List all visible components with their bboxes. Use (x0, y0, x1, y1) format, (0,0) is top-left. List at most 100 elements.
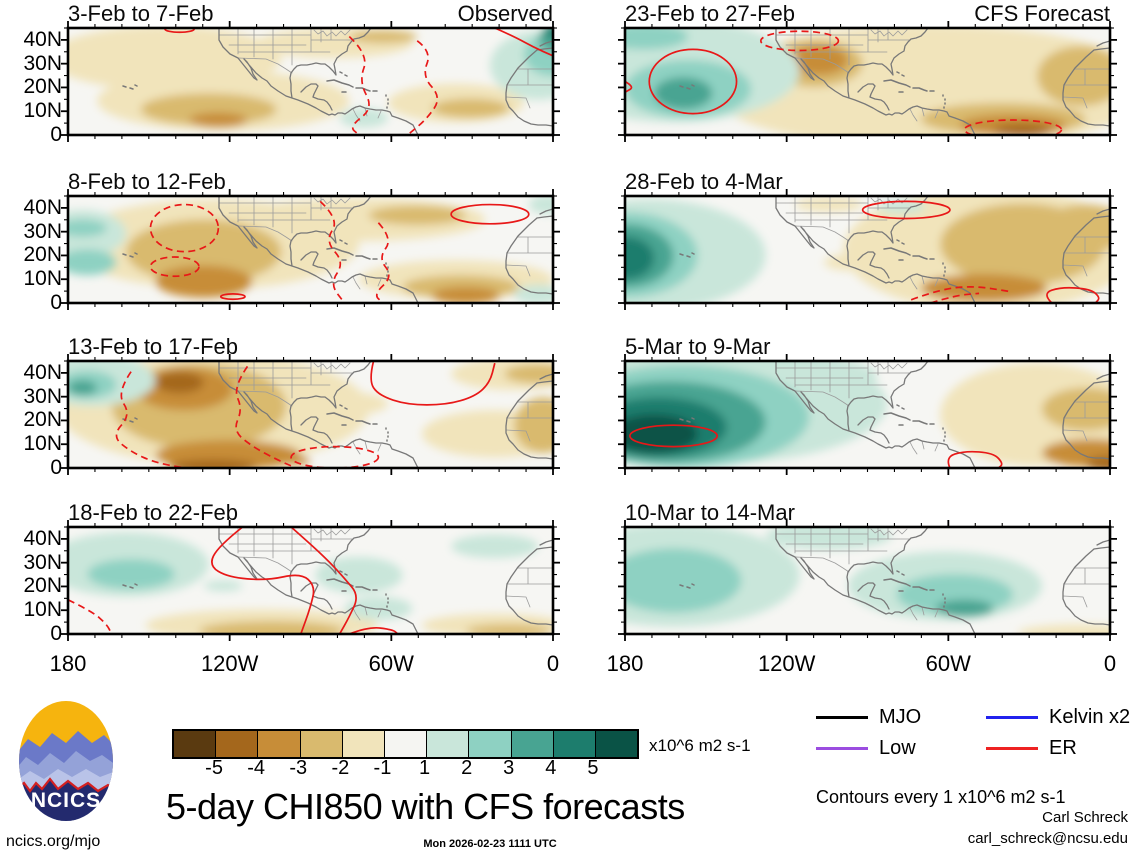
y-axis-label: 30N (23, 550, 62, 574)
wave-contours (628, 424, 1003, 468)
panel-title: 8-Feb to 12-Feb (68, 169, 226, 194)
y-axis-label: 40N (23, 27, 62, 51)
map-panel (61, 354, 560, 475)
map-panel (618, 354, 1117, 475)
panel-header: 18-Feb to 22-Feb (68, 501, 553, 525)
y-axis-label: 20N (23, 75, 62, 99)
legend-line (816, 747, 868, 750)
legend-item-kelvin-x2: Kelvin x2 (986, 706, 1130, 729)
contour-note: Contours every 1 x10^6 m2 s-1 (816, 787, 1066, 807)
anomaly-blobs (68, 28, 553, 131)
colorbar-tick-label: -2 (331, 757, 350, 779)
colorbar-cell (511, 731, 554, 757)
y-axis-label: 30N (23, 51, 62, 75)
y-axis-label: 0 (50, 291, 62, 314)
wave-contours (625, 30, 1063, 135)
y-axis-label: 0 (50, 123, 62, 146)
anomaly-blobs (68, 532, 553, 634)
anomaly-blobs (625, 361, 1110, 468)
legend-line (986, 716, 1038, 719)
colorbar-cell (427, 731, 470, 757)
y-axis-label: 20N (23, 574, 62, 598)
y-axis-label: 10N (23, 99, 62, 123)
wave-contours (861, 200, 1100, 303)
y-axis-label: 10N (23, 432, 62, 456)
panel-header: 28-Feb to 4-Mar (625, 170, 1110, 194)
panel-title: 10-Mar to 14-Mar (625, 500, 795, 525)
legend-item-er: ER (986, 737, 1077, 760)
logo-mountains (19, 731, 113, 821)
panel-title: 5-Mar to 9-Mar (625, 334, 771, 359)
map-panel (618, 189, 1117, 310)
panel-tag: CFS Forecast (974, 1, 1110, 26)
y-axis-label: 20N (23, 408, 62, 432)
map-panel (61, 189, 560, 310)
logo-text: NCICS (31, 789, 101, 812)
legend-label: Low (879, 737, 916, 759)
coastlines (679, 361, 1110, 468)
x-axis-label: 120W (200, 651, 259, 676)
colorbar-tick-label: 2 (461, 757, 473, 779)
legend-label: MJO (879, 706, 922, 728)
colorbar-cell (174, 731, 217, 757)
x-axis-label: 60W (368, 651, 414, 676)
coastlines (679, 527, 1110, 634)
panel-title: 23-Feb to 27-Feb (625, 1, 795, 26)
map-panel (618, 21, 1117, 142)
coastlines (679, 28, 1110, 135)
coastlines (122, 196, 553, 303)
colorbar-tick-label: -3 (289, 757, 308, 779)
panel-header: 5-Mar to 9-Mar (625, 335, 1110, 359)
panel-header: 23-Feb to 27-Feb CFS Forecast (625, 2, 1110, 26)
wave-contours (115, 361, 496, 468)
map-panel (618, 520, 1117, 641)
y-axis-label: 30N (23, 384, 62, 408)
colorbar-cell (469, 731, 512, 757)
colorbar-tick-label: 3 (503, 757, 515, 779)
panel-header: 10-Mar to 14-Mar (625, 501, 1110, 525)
colorbar-units: x10^6 m2 s-1 (649, 736, 751, 755)
colorbar-tick-label: 4 (545, 757, 557, 779)
colorbar-tick-label: 1 (418, 757, 431, 779)
coastlines (122, 28, 553, 135)
legend-line (816, 716, 868, 719)
x-axis-label: 60W (925, 651, 971, 676)
wave-contours (149, 200, 530, 303)
legend-label: Kelvin x2 (1049, 706, 1131, 728)
y-axis-label: 10N (23, 267, 62, 291)
y-axis-label: 30N (23, 219, 62, 243)
y-axis-label: 40N (23, 360, 62, 384)
y-axis-label: 40N (23, 195, 62, 219)
y-axis-label: 0 (50, 622, 62, 645)
panel-header: 13-Feb to 17-Feb (68, 335, 553, 359)
panel-tag: Observed (457, 1, 553, 26)
anomaly-blobs (625, 28, 1110, 135)
panel-header: 8-Feb to 12-Feb (68, 170, 553, 194)
anomaly-blobs (68, 361, 553, 468)
x-axis-label: 180 (49, 651, 87, 676)
ncics-logo: NCICS (19, 701, 113, 821)
colorbar-tick-label: -1 (373, 757, 392, 779)
colorbar-tick-label: -5 (205, 757, 223, 779)
y-axis-label: 10N (23, 598, 62, 622)
colorbar-tick-label: 5 (587, 757, 599, 779)
colorbar-cell (384, 731, 428, 757)
x-axis-label: 180 (606, 651, 644, 676)
y-axis-label: 20N (23, 243, 62, 267)
x-axis-label: 120W (757, 651, 816, 676)
wave-contours (68, 527, 399, 634)
colorbar-cell (553, 731, 596, 757)
colorbar (172, 729, 639, 759)
legend-item-mjo: MJO (816, 706, 921, 729)
x-axis-label: 0 (546, 651, 560, 676)
colorbar-cell (258, 731, 301, 757)
site-url: ncics.org/mjo (6, 833, 101, 850)
colorbar-cell (300, 731, 343, 757)
legend-item-low: Low (816, 737, 916, 760)
x-axis-label: 0 (1103, 651, 1117, 676)
panel-title: 18-Feb to 22-Feb (68, 500, 238, 525)
panel-header: 3-Feb to 7-Feb Observed (68, 2, 553, 26)
panel-title: 3-Feb to 7-Feb (68, 1, 214, 26)
coastlines (679, 196, 1110, 303)
